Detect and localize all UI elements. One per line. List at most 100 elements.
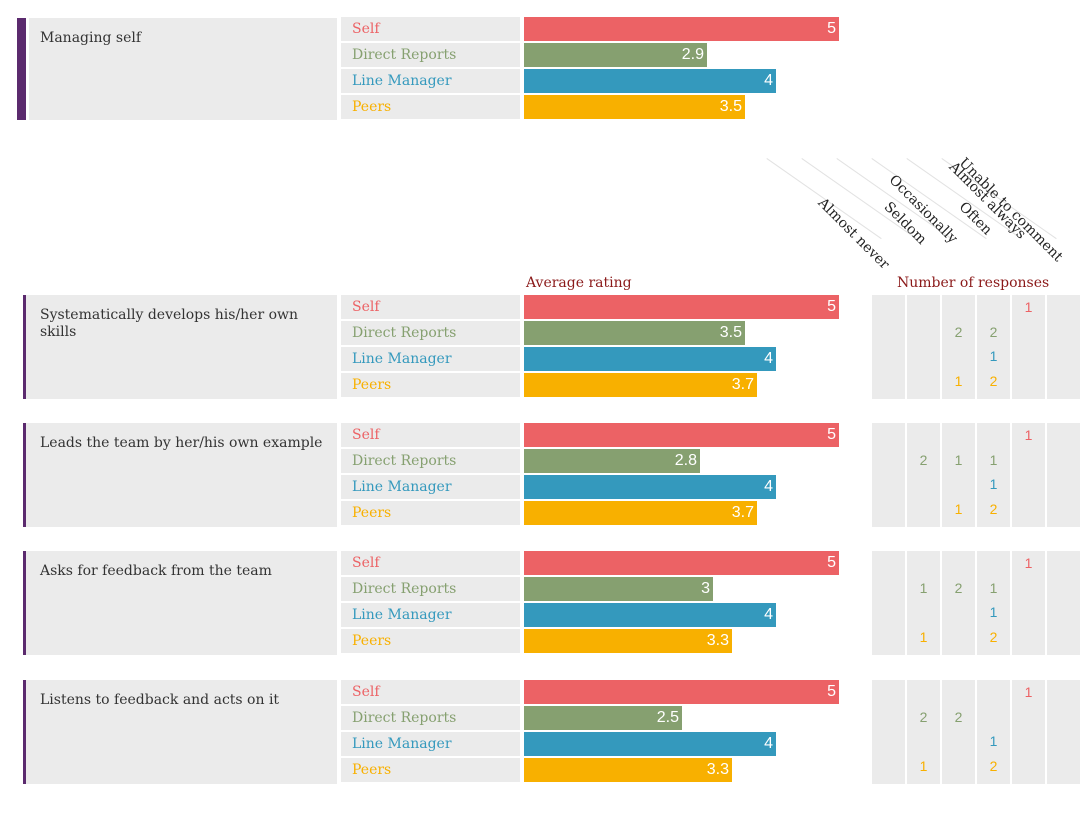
response-column xyxy=(1012,295,1045,399)
response-count-direct-reports: 2 xyxy=(954,323,963,340)
response-column xyxy=(977,680,1010,784)
group-label-self: Self xyxy=(341,423,520,447)
response-column xyxy=(1047,295,1080,399)
group-label-peers: Peers xyxy=(341,373,520,397)
bar-self: 5 xyxy=(524,551,839,575)
response-column xyxy=(1012,680,1045,784)
bar-direct-reports: 2.8 xyxy=(524,449,700,473)
summary-label-direct-reports: Direct Reports xyxy=(341,43,520,67)
item-title: Systematically develops his/her own skil… xyxy=(40,307,299,340)
summary-bar-direct-reports: 2.9 xyxy=(524,43,707,67)
average-rating-header: Average rating xyxy=(526,275,632,291)
bar-peers: 3.7 xyxy=(524,501,757,525)
item-title-box xyxy=(26,551,337,655)
item-accent xyxy=(23,423,26,527)
group-label-direct-reports: Direct Reports xyxy=(341,706,520,730)
response-column xyxy=(942,295,975,399)
response-column xyxy=(1012,551,1045,655)
response-count-self: 1 xyxy=(1024,555,1033,571)
bar-line-manager: 4 xyxy=(524,347,776,371)
response-column xyxy=(1012,423,1045,527)
response-count-direct-reports: 1 xyxy=(989,579,998,596)
response-column xyxy=(872,680,905,784)
response-column xyxy=(1047,423,1080,527)
summary-bar-peers: 3.5 xyxy=(524,95,745,119)
summary-label-self: Self xyxy=(341,17,520,41)
summary-title: Managing self xyxy=(40,30,142,46)
bar-line-manager: 4 xyxy=(524,475,776,499)
response-count-direct-reports: 1 xyxy=(919,579,928,596)
response-count-peers: 2 xyxy=(989,628,998,645)
bar-self: 5 xyxy=(524,295,839,319)
response-count-line-manager: 1 xyxy=(989,604,998,620)
response-column xyxy=(907,680,940,784)
response-count-direct-reports: 2 xyxy=(954,579,963,596)
item-accent xyxy=(23,551,26,655)
group-label-line-manager: Line Manager xyxy=(341,347,520,371)
number-of-responses-header: Number of responses xyxy=(897,275,1050,291)
group-label-line-manager: Line Manager xyxy=(341,732,520,756)
response-count-line-manager: 1 xyxy=(989,476,998,492)
item-title-box xyxy=(26,680,337,784)
bar-peers: 3.7 xyxy=(524,373,757,397)
response-column xyxy=(1047,551,1080,655)
response-count-peers: 2 xyxy=(989,757,998,774)
group-label-line-manager: Line Manager xyxy=(341,475,520,499)
response-column xyxy=(872,295,905,399)
item-title-box xyxy=(26,423,337,527)
summary-title-box: Managing self xyxy=(29,18,337,120)
response-count-peers: 1 xyxy=(954,500,963,517)
bar-peers: 3.3 xyxy=(524,758,732,782)
response-count-self: 1 xyxy=(1024,427,1033,443)
response-option-header-1: Almost never xyxy=(814,195,893,273)
group-label-direct-reports: Direct Reports xyxy=(341,577,520,601)
group-label-peers: Peers xyxy=(341,629,520,653)
item-title-box xyxy=(26,295,337,399)
response-column xyxy=(977,551,1010,655)
response-count-direct-reports: 2 xyxy=(919,708,928,725)
response-column xyxy=(872,551,905,655)
summary-accent xyxy=(17,18,26,120)
response-column xyxy=(872,423,905,527)
response-column xyxy=(907,423,940,527)
response-count-peers: 1 xyxy=(954,372,963,389)
response-column xyxy=(977,295,1010,399)
item-accent xyxy=(23,680,26,784)
response-column xyxy=(942,423,975,527)
summary-label-line-manager: Line Manager xyxy=(341,69,520,93)
response-count-line-manager: 1 xyxy=(989,733,998,749)
response-count-peers: 1 xyxy=(919,757,928,774)
group-label-line-manager: Line Manager xyxy=(341,603,520,627)
response-count-direct-reports: 1 xyxy=(989,451,998,468)
response-count-direct-reports: 2 xyxy=(919,451,928,468)
response-count-line-manager: 1 xyxy=(989,348,998,364)
item-accent xyxy=(23,295,26,399)
item-title: Asks for feedback from the team xyxy=(40,563,272,579)
bar-direct-reports: 3.5 xyxy=(524,321,745,345)
group-label-self: Self xyxy=(341,295,520,319)
response-count-self: 1 xyxy=(1024,299,1033,315)
group-label-direct-reports: Direct Reports xyxy=(341,449,520,473)
response-count-peers: 2 xyxy=(989,500,998,517)
summary-label-peers: Peers xyxy=(341,95,520,119)
group-label-self: Self xyxy=(341,551,520,575)
summary-bar-line-manager: 4 xyxy=(524,69,776,93)
group-label-peers: Peers xyxy=(341,758,520,782)
response-count-direct-reports: 2 xyxy=(954,708,963,725)
group-label-peers: Peers xyxy=(341,501,520,525)
response-count-peers: 1 xyxy=(919,628,928,645)
response-column xyxy=(907,295,940,399)
summary-bar-self: 5 xyxy=(524,17,839,41)
bar-peers: 3.3 xyxy=(524,629,732,653)
response-count-direct-reports: 2 xyxy=(989,323,998,340)
group-label-self: Self xyxy=(341,680,520,704)
bar-self: 5 xyxy=(524,680,839,704)
response-column xyxy=(942,551,975,655)
response-column xyxy=(942,680,975,784)
item-title: Leads the team by her/his own example xyxy=(40,435,323,451)
response-count-peers: 2 xyxy=(989,372,998,389)
bar-direct-reports: 2.5 xyxy=(524,706,682,730)
bar-direct-reports: 3 xyxy=(524,577,713,601)
response-column xyxy=(977,423,1010,527)
item-title: Listens to feedback and acts on it xyxy=(40,692,280,708)
